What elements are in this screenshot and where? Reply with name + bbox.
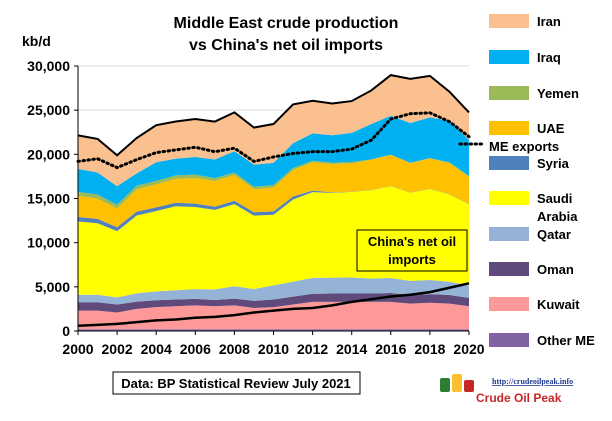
area-series-oman — [78, 293, 469, 313]
x-tick-label: 2018 — [414, 341, 445, 357]
legend-swatch-kuwait — [489, 297, 529, 311]
y-tick-label: 0 — [62, 323, 70, 339]
logo-barrel-icon-2 — [452, 374, 462, 392]
legend-swatch-iraq — [489, 50, 529, 64]
legend-label-iran: Iran — [537, 14, 561, 29]
chart-title-line1: Middle East crude production — [174, 15, 399, 32]
area-series-uae — [78, 154, 469, 228]
x-tick-label: 2010 — [258, 341, 289, 357]
line-series-me-exports — [76, 111, 471, 170]
area-series-yemen — [78, 154, 469, 209]
x-tick-layer: 2000 2002 2004 2006 2008 2010 2012 2014 2016 2018… — [62, 331, 485, 357]
y-axis-label: kb/d — [22, 33, 51, 49]
crude-oil-peak-logo: http://crudeoilpeak.info Crude Oil Peak — [440, 374, 573, 405]
total-production-outline — [77, 74, 470, 157]
y-tick-label: 25,000 — [27, 102, 70, 118]
area-series-iraq — [78, 115, 469, 205]
legend-label-iraq: Iraq — [537, 50, 561, 65]
x-tick-label: 2016 — [375, 341, 406, 357]
legend-label-uae: UAE — [537, 121, 565, 136]
area-series-kuwait — [78, 301, 469, 330]
x-tick-label: 2020 — [453, 341, 484, 357]
china-annotation-line2: imports — [388, 252, 436, 267]
area-series-syria — [78, 185, 469, 232]
legend-swatch-saudi-arabia — [489, 191, 529, 205]
logo-name: Crude Oil Peak — [476, 391, 562, 405]
legend-label-yemen: Yemen — [537, 86, 579, 101]
x-tick-label: 2012 — [297, 341, 328, 357]
china-annotation-box — [356, 229, 468, 272]
legend-label-kuwait: Kuwait — [537, 297, 580, 312]
logo-barrel-icon-3 — [464, 380, 474, 392]
legend-label-saudi: Saudi — [537, 191, 572, 206]
y-tick-label: 5,000 — [35, 279, 70, 295]
line-layer — [76, 111, 471, 327]
legend-swatch-yemen — [489, 86, 529, 100]
y-tick-label: 10,000 — [27, 235, 70, 251]
legend-label-me-exports: ME exports — [489, 139, 559, 154]
area-series-iran — [78, 75, 469, 187]
legend-label-syria: Syria — [537, 156, 570, 171]
source-box — [112, 371, 361, 395]
legend-label-arabia: Arabia — [537, 209, 578, 224]
legend-swatch-iran — [489, 14, 529, 28]
area-series-qatar — [78, 277, 469, 305]
legend-label-other-me: Other ME — [537, 333, 595, 348]
legend-label-oman: Oman — [537, 262, 574, 277]
legend-swatch-qatar — [489, 227, 529, 241]
x-tick-label: 2000 — [62, 341, 93, 357]
source-text: Data: BP Statistical Review July 2021 — [121, 376, 351, 391]
legend-swatch-other-me — [489, 333, 529, 347]
y-tick-label: 15,000 — [27, 191, 70, 207]
x-tick-label: 2004 — [141, 341, 172, 357]
x-tick-label: 2006 — [180, 341, 211, 357]
legend: Iran Iraq Yemen UAE ME exports Syria Sau… — [458, 14, 595, 348]
y-tick-layer: 0 5,000 10,000 15,000 20,000 25,000 30,000 — [27, 58, 78, 339]
legend-label-qatar: Qatar — [537, 227, 571, 242]
y-tick-label: 30,000 — [27, 58, 70, 74]
line-series-china-s-net-oil-imports — [77, 282, 470, 327]
logo-url[interactable]: http://crudeoilpeak.info — [492, 377, 573, 386]
y-tick-label: 20,000 — [27, 146, 70, 162]
x-tick-label: 2008 — [219, 341, 250, 357]
x-tick-label: 2002 — [102, 341, 133, 357]
legend-swatch-oman — [489, 262, 529, 276]
logo-barrel-icon — [440, 378, 450, 392]
legend-swatch-uae — [489, 121, 529, 135]
x-tick-label: 2014 — [336, 341, 367, 357]
legend-swatch-syria — [489, 156, 529, 170]
china-annotation-line1: China's net oil — [368, 234, 456, 249]
chart-title-line2: vs China's net oil imports — [189, 37, 383, 54]
